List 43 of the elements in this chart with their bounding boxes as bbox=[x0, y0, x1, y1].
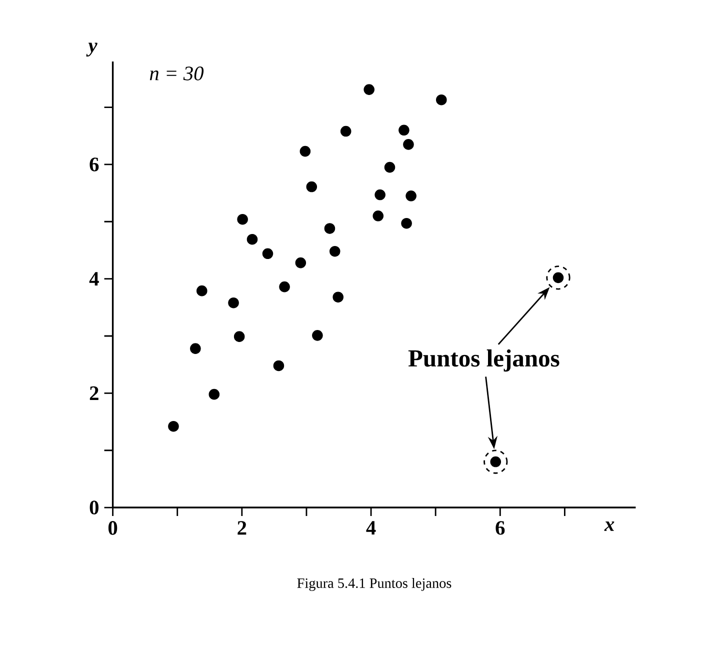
x-tick-label: 4 bbox=[366, 521, 376, 535]
point bbox=[340, 126, 352, 137]
y-tick-label: 2 bbox=[90, 386, 98, 400]
point bbox=[384, 162, 396, 173]
point bbox=[374, 190, 386, 200]
point bbox=[406, 190, 416, 202]
point bbox=[196, 286, 208, 296]
point bbox=[332, 292, 344, 303]
point bbox=[237, 214, 248, 225]
point bbox=[234, 331, 245, 342]
x-tick-label: 6 bbox=[496, 521, 505, 535]
y-axis-title: y bbox=[86, 42, 98, 57]
y-tick-label: 0 bbox=[90, 500, 98, 515]
point bbox=[168, 421, 179, 432]
point bbox=[364, 84, 374, 96]
text: Figura 5.4.1 Puntos lejanos bbox=[297, 578, 452, 592]
point bbox=[324, 223, 336, 234]
point bbox=[190, 343, 201, 354]
point bbox=[329, 246, 340, 257]
x-tick-label: 0 bbox=[108, 521, 118, 536]
point bbox=[436, 94, 447, 106]
point bbox=[208, 389, 220, 400]
point bbox=[295, 258, 306, 268]
annotation: Puntos lejanos bbox=[408, 350, 560, 372]
x-tick-label: 2 bbox=[238, 521, 246, 535]
point bbox=[312, 330, 323, 342]
point bbox=[262, 248, 274, 260]
point bbox=[228, 298, 239, 308]
point bbox=[300, 146, 311, 157]
annotation: n = 30 bbox=[150, 66, 204, 81]
point bbox=[546, 266, 570, 290]
point bbox=[403, 139, 414, 150]
point bbox=[246, 234, 258, 245]
y-tick-label: 6 bbox=[90, 158, 99, 172]
point bbox=[273, 360, 284, 372]
point bbox=[484, 450, 508, 474]
y-tick-label: 4 bbox=[89, 272, 99, 286]
x-axis-title: x bbox=[604, 522, 614, 532]
point bbox=[279, 282, 290, 292]
point bbox=[401, 218, 412, 229]
point bbox=[372, 210, 384, 222]
point bbox=[398, 124, 410, 136]
point bbox=[306, 182, 318, 192]
